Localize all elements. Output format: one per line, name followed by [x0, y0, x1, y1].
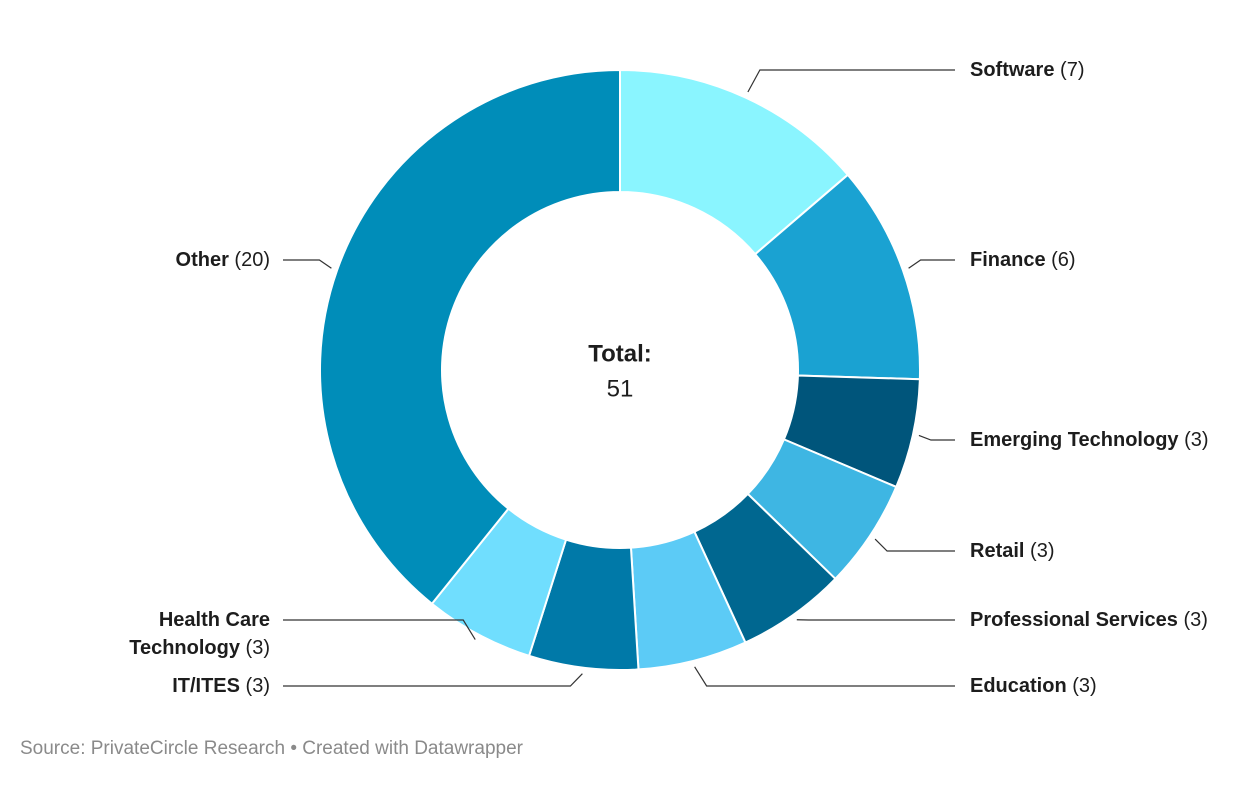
segment-label: Other (20) — [10, 246, 270, 274]
leader-line — [908, 259, 955, 269]
leader-line — [918, 434, 955, 441]
segment-label: Education (3) — [970, 672, 1230, 700]
value-label: (3) — [1184, 429, 1209, 451]
value-label: (20) — [234, 249, 270, 271]
leader-line — [874, 538, 955, 552]
leader-line — [747, 69, 955, 93]
segment-label: Emerging Technology (3) — [970, 426, 1220, 454]
category-label: Software — [970, 59, 1055, 81]
segment-label: IT/ITES (3) — [10, 672, 270, 700]
category-label: Retail — [970, 540, 1025, 562]
segment-label: Finance (6) — [970, 246, 1230, 274]
value-label: (7) — [1060, 59, 1085, 81]
category-label: Health Care Technology — [129, 609, 270, 659]
segment-label: Retail (3) — [970, 537, 1230, 565]
segment-label: Health Care Technology (3) — [70, 606, 270, 662]
value-label: (3) — [245, 675, 270, 697]
category-label: Professional Services — [970, 609, 1178, 631]
leader-line — [694, 666, 955, 687]
leader-line — [283, 673, 583, 687]
value-label: (3) — [1072, 675, 1097, 697]
value-label: (3) — [1183, 609, 1208, 631]
category-label: Finance — [970, 249, 1046, 271]
leader-line — [283, 259, 332, 269]
center-total: 51 — [607, 375, 634, 402]
donut-segment — [319, 68, 621, 606]
value-label: (3) — [245, 637, 270, 659]
leader-line — [283, 619, 476, 640]
category-label: IT/ITES — [172, 675, 240, 697]
segment-label: Professional Services (3) — [970, 606, 1220, 634]
category-label: Emerging Technology — [970, 429, 1179, 451]
value-label: (6) — [1051, 249, 1076, 271]
segment-label: Software (7) — [970, 56, 1230, 84]
center-title: Total: — [588, 340, 652, 367]
category-label: Other — [175, 249, 229, 271]
source: Source: PrivateCircle Research • Created… — [20, 738, 523, 759]
category-label: Education — [970, 675, 1067, 697]
value-label: (3) — [1030, 540, 1055, 562]
